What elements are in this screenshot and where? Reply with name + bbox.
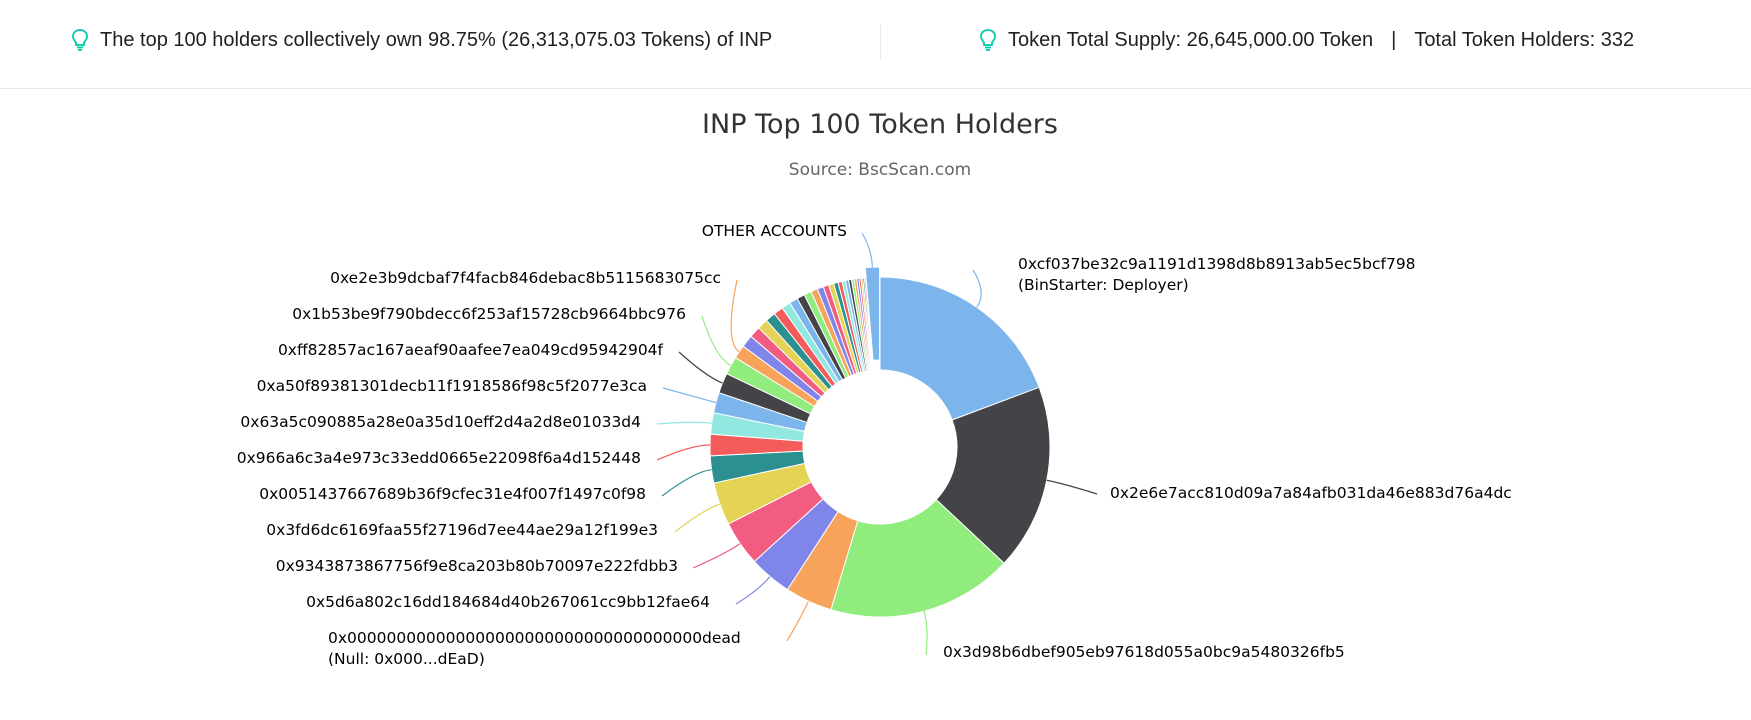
chart-subtitle: Source: BscScan.com — [789, 160, 971, 180]
slice-label-0x93438738-5: 0x9343873867756f9e8ca203b80b70097e222fdb… — [276, 557, 678, 575]
slice-holder-38[interactable] — [863, 277, 875, 371]
slice-label-0xa50f8938-10: 0xa50f89381301decb11f1918586f98c5f2077e3… — [257, 377, 647, 395]
slices-group — [709, 266, 1051, 618]
slice-label-0x5d6a802c-4: 0x5d6a802c16dd184684d40b267061cc9bb12fae… — [306, 593, 710, 611]
connector-0x00000000-3 — [786, 600, 810, 642]
connector-0x00514376-7 — [661, 468, 712, 497]
connector-0x5d6a802c-4 — [735, 576, 771, 605]
chart-title: INP Top 100 Token Holders — [702, 109, 1058, 140]
connector-0x2e6e7acc-1 — [1046, 479, 1098, 495]
donut-chart: INP Top 100 Token Holders Source: BscSca… — [237, 109, 1512, 668]
slice-label-0x1b53be9f-12: 0x1b53be9f790bdecc6f253af15728cb9664bbc9… — [292, 305, 686, 323]
slice-label-0xe2e3b9dc-13: 0xe2e3b9dcbaf7f4facb846debac8b5115683075… — [330, 269, 721, 287]
slice-label-0xcf037be3-0: 0xcf037be32c9a1191d1398d8b8913ab5ec5bcf7… — [1018, 255, 1416, 273]
top-holders-summary: The top 100 holders collectively own 98.… — [70, 28, 772, 52]
slice-0x3d98b6db-2[interactable] — [830, 498, 1005, 618]
slice-label-0x966a6c3a-8: 0x966a6c3a4e973c33edd0665e22098f6a4d1524… — [237, 449, 641, 467]
slice-sublabel-0xcf037be3-0: (BinStarter: Deployer) — [1018, 276, 1189, 294]
supply-summary: Token Total Supply: 26,645,000.00 Token … — [978, 28, 1634, 52]
connector-0x1b53be9f-12 — [701, 315, 732, 367]
connector-0xff82857a-11 — [678, 351, 723, 384]
slice-label-0x3fd6dc61-6: 0x3fd6dc6169faa55f27196d7ee44ae29a12f199… — [266, 521, 658, 539]
slice-0x2e6e7acc-1[interactable] — [935, 386, 1051, 564]
slice-0xcf037be3-0[interactable] — [879, 276, 1040, 421]
total-supply-text: Token Total Supply: 26,645,000.00 Token — [1008, 28, 1374, 51]
connector-0x93438738-5 — [692, 543, 741, 569]
slice-label-0xff82857a-11: 0xff82857ac167aeaf90aafee7ea049cd9594290… — [278, 341, 664, 359]
connector-0xe2e3b9dc-13 — [730, 279, 740, 353]
slice-label-0x2e6e7acc-1: 0x2e6e7acc810d09a7a84afb031da46e883d76a4… — [1110, 484, 1512, 502]
slice-label-0x63a5c090-9: 0x63a5c090885a28e0a35d10eff2d4a2d8e01033… — [240, 413, 641, 431]
connector-other-acco-39 — [861, 232, 874, 268]
slice-label-0x00514376-7: 0x0051437667689b36f9cfec31e4f007f1497c0f… — [259, 485, 646, 503]
lightbulb-icon — [980, 29, 996, 51]
total-holders-text: Total Token Holders: 332 — [1414, 28, 1635, 51]
lightbulb-icon — [72, 29, 88, 51]
slice-sublabel-0x00000000-3: (Null: 0x000...dEaD) — [328, 650, 485, 668]
connector-0xa50f8938-10 — [662, 387, 717, 404]
top-holders-text: The top 100 holders collectively own 98.… — [100, 28, 773, 51]
separator: | — [1391, 28, 1397, 51]
connector-0x966a6c3a-8 — [656, 444, 711, 461]
labels-group: 0xcf037be32c9a1191d1398d8b8913ab5ec5bcf7… — [237, 222, 1512, 668]
holders-chart: INP Top 100 Token Holders Source: BscSca… — [0, 90, 1751, 716]
connectors-group — [656, 232, 1098, 656]
connector-0x63a5c090-9 — [656, 421, 712, 425]
slice-label-0x3d98b6db-2: 0x3d98b6dbef905eb97618d055a0bc9a5480326f… — [943, 643, 1345, 661]
slice-other-acco-39[interactable] — [864, 266, 881, 361]
connector-0x3d98b6db-2 — [923, 611, 928, 656]
divider — [880, 24, 881, 60]
connector-0xcf037be3-0 — [972, 269, 982, 308]
slice-label-other-acco-39: OTHER ACCOUNTS — [702, 222, 847, 240]
slice-label-0x00000000-3: 0x000000000000000000000000000000000000de… — [328, 629, 741, 647]
summary-bar: The top 100 holders collectively own 98.… — [0, 0, 1751, 89]
connector-0x3fd6dc61-6 — [674, 503, 721, 533]
